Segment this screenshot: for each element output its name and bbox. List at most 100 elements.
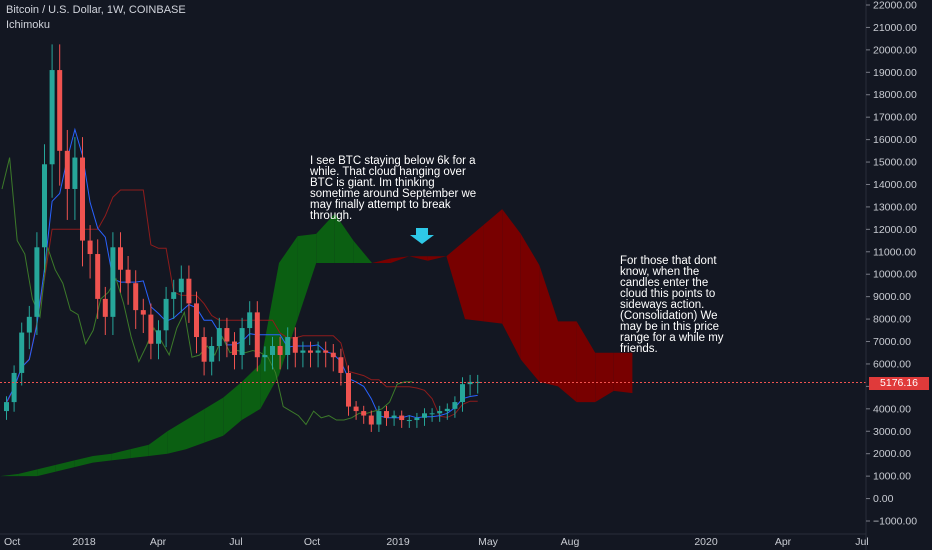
- candle: [285, 327, 291, 370]
- candle: [239, 317, 245, 370]
- candle: [26, 305, 32, 350]
- candle: [361, 405, 367, 424]
- current-price-badge: 5176.16: [869, 377, 929, 390]
- bear-cloud-segment: [502, 209, 521, 360]
- y-tick-label: 7000.00: [873, 336, 911, 348]
- y-tick-label: 14000.00: [873, 179, 917, 191]
- y-tick-label: 2000.00: [873, 448, 911, 460]
- candle: [125, 256, 131, 305]
- candle: [110, 232, 116, 336]
- candle: [308, 341, 313, 368]
- candle: [460, 377, 465, 412]
- candle: [49, 44, 55, 198]
- time-axis[interactable]: Oct 2018 Apr Jul Oct 2019 May Aug 2020 Apr Jul: [0, 533, 869, 548]
- candle: [95, 239, 101, 319]
- candle: [391, 410, 397, 426]
- y-tick-label: −1000.00: [873, 516, 917, 528]
- y-tick-label: 6000.00: [873, 358, 911, 370]
- candle: [163, 286, 169, 348]
- y-tick-label: 18000.00: [873, 89, 917, 101]
- y-tick-label: 21000.00: [873, 22, 917, 34]
- candle: [399, 410, 405, 428]
- bull-cloud-segment: [297, 233, 317, 320]
- candle: [315, 341, 321, 368]
- bear-cloud-segment: [465, 224, 484, 322]
- chart-legend: Bitcoin / U.S. Dollar, 1W, COINBASE Ichi…: [6, 3, 186, 33]
- symbol-title[interactable]: Bitcoin / U.S. Dollar, 1W, COINBASE: [6, 4, 186, 16]
- bull-cloud-segment: [18, 469, 38, 477]
- bull-cloud-segment: [167, 420, 186, 454]
- bull-cloud-segment: [223, 381, 242, 436]
- bear-cloud-segment: [409, 256, 428, 261]
- x-tick-label: Jul: [855, 536, 868, 548]
- candle: [323, 341, 329, 368]
- bear-cloud-segment: [427, 256, 447, 261]
- candle: [368, 410, 374, 432]
- candle: [376, 405, 382, 432]
- y-tick-label: 8000.00: [873, 314, 911, 326]
- candle: [232, 332, 237, 370]
- bear-cloud-segment: [520, 233, 540, 382]
- candle: [34, 232, 40, 336]
- bull-cloud-segment: [334, 213, 354, 263]
- candle: [216, 317, 222, 362]
- bull-cloud-segment: [111, 449, 131, 461]
- y-tick-label: 20000.00: [873, 44, 917, 56]
- candle: [186, 265, 192, 323]
- candle: [262, 346, 268, 372]
- y-tick-label: 15000.00: [873, 157, 917, 169]
- candle: [353, 401, 359, 420]
- x-tick-label: Aug: [561, 536, 580, 548]
- bull-cloud-segment: [148, 431, 168, 456]
- x-tick-label: Apr: [150, 536, 167, 548]
- candle: [194, 291, 199, 354]
- candle: [102, 286, 108, 336]
- y-tick-label: 0.00: [873, 493, 894, 505]
- bull-cloud-segment: [93, 453, 112, 463]
- y-tick-label: 22000.00: [873, 0, 917, 12]
- annotation-note-1[interactable]: I see BTC staying below 6k for a while. …: [310, 155, 477, 222]
- y-tick-label: 1000.00: [873, 471, 911, 483]
- bull-cloud-segment: [204, 397, 224, 443]
- x-tick-label: Apr: [775, 536, 792, 548]
- y-tick-label: 4000.00: [873, 403, 911, 415]
- y-tick-label: 16000.00: [873, 134, 917, 146]
- candle: [475, 374, 481, 394]
- bear-cloud-segment: [446, 240, 465, 320]
- x-tick-label: 2018: [72, 536, 96, 548]
- bear-cloud-segment: [558, 321, 577, 403]
- y-tick-label: 19000.00: [873, 67, 917, 79]
- annotation-note-2[interactable]: For those that dont know, when the candl…: [620, 255, 724, 355]
- y-tick-label: 11000.00: [873, 246, 916, 258]
- candle: [87, 225, 93, 279]
- candle: [467, 374, 473, 396]
- candle: [72, 137, 78, 220]
- bull-cloud-segment: [260, 263, 279, 409]
- candle: [414, 412, 420, 428]
- down-arrow-icon: [410, 228, 434, 244]
- candle: [422, 408, 427, 426]
- candle: [437, 405, 443, 422]
- candle: [292, 327, 298, 368]
- y-tick-label: 10000.00: [873, 269, 917, 281]
- candle: [4, 396, 9, 420]
- candle: [42, 144, 47, 273]
- bull-cloud-segment: [316, 213, 335, 263]
- bull-cloud-segment: [37, 464, 56, 477]
- price-axis[interactable]: 22000.00 21000.00 20000.00 19000.00 18000.00…: [865, 0, 917, 550]
- x-tick-label: May: [478, 536, 499, 548]
- candle: [224, 317, 230, 358]
- candle: [406, 415, 412, 428]
- candle: [300, 341, 306, 368]
- lagging-span: [1, 157, 413, 426]
- candle: [178, 265, 184, 313]
- indicator-label[interactable]: Ichimoku: [6, 19, 51, 31]
- bear-cloud-segment: [539, 265, 558, 387]
- bull-cloud-segment: [55, 460, 75, 472]
- bull-cloud-segment: [353, 240, 372, 263]
- x-tick-label: 2019: [386, 536, 410, 548]
- candle: [330, 343, 336, 372]
- y-tick-label: 17000.00: [873, 112, 917, 124]
- candle: [156, 320, 161, 360]
